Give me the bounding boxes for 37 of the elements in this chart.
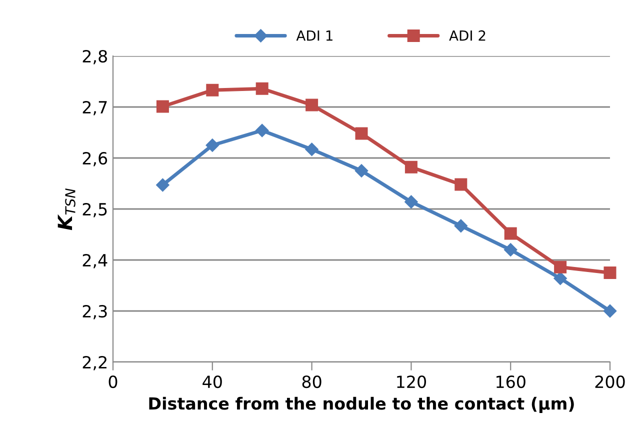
y-tick-label: 2,2 [82,356,106,370]
x-tick-label: 120 [397,375,426,388]
point [404,160,418,174]
point [156,178,170,192]
point [454,219,468,232]
x-tick-label: 200 [595,375,625,388]
point [355,127,368,140]
point [504,227,517,240]
point [454,178,468,191]
x-axis-title: Distance from the nodule to the contact (µm) [149,396,574,414]
x-tick-label: 160 [496,375,526,388]
y-tick-label: 2,3 [82,304,107,320]
point [305,142,318,156]
point [554,272,567,285]
x-tick-label: 80 [302,375,322,388]
point [156,100,169,113]
point [306,98,318,112]
point [504,243,518,256]
x-tick-label: 0 [108,375,118,388]
legend-label: ADI 1 [296,30,332,41]
x-tick-label: 40 [202,375,222,388]
y-tick-label: 2,4 [82,254,108,268]
point [554,260,567,274]
y-tick-label: 2,6 [82,152,108,166]
point [354,164,368,178]
point [206,84,219,96]
y-tick-label: 2,5 [82,202,107,218]
point [404,195,418,208]
point [256,82,268,95]
y-tick-label: 2,8 [82,50,107,64]
y-axis-title: K$_{TSN}$ [58,188,76,230]
point [604,266,616,279]
point [603,304,617,318]
legend-label: ADI 2 [449,30,486,41]
y-tick-label: 2,7 [82,100,107,116]
point [256,124,269,138]
point [206,138,219,152]
